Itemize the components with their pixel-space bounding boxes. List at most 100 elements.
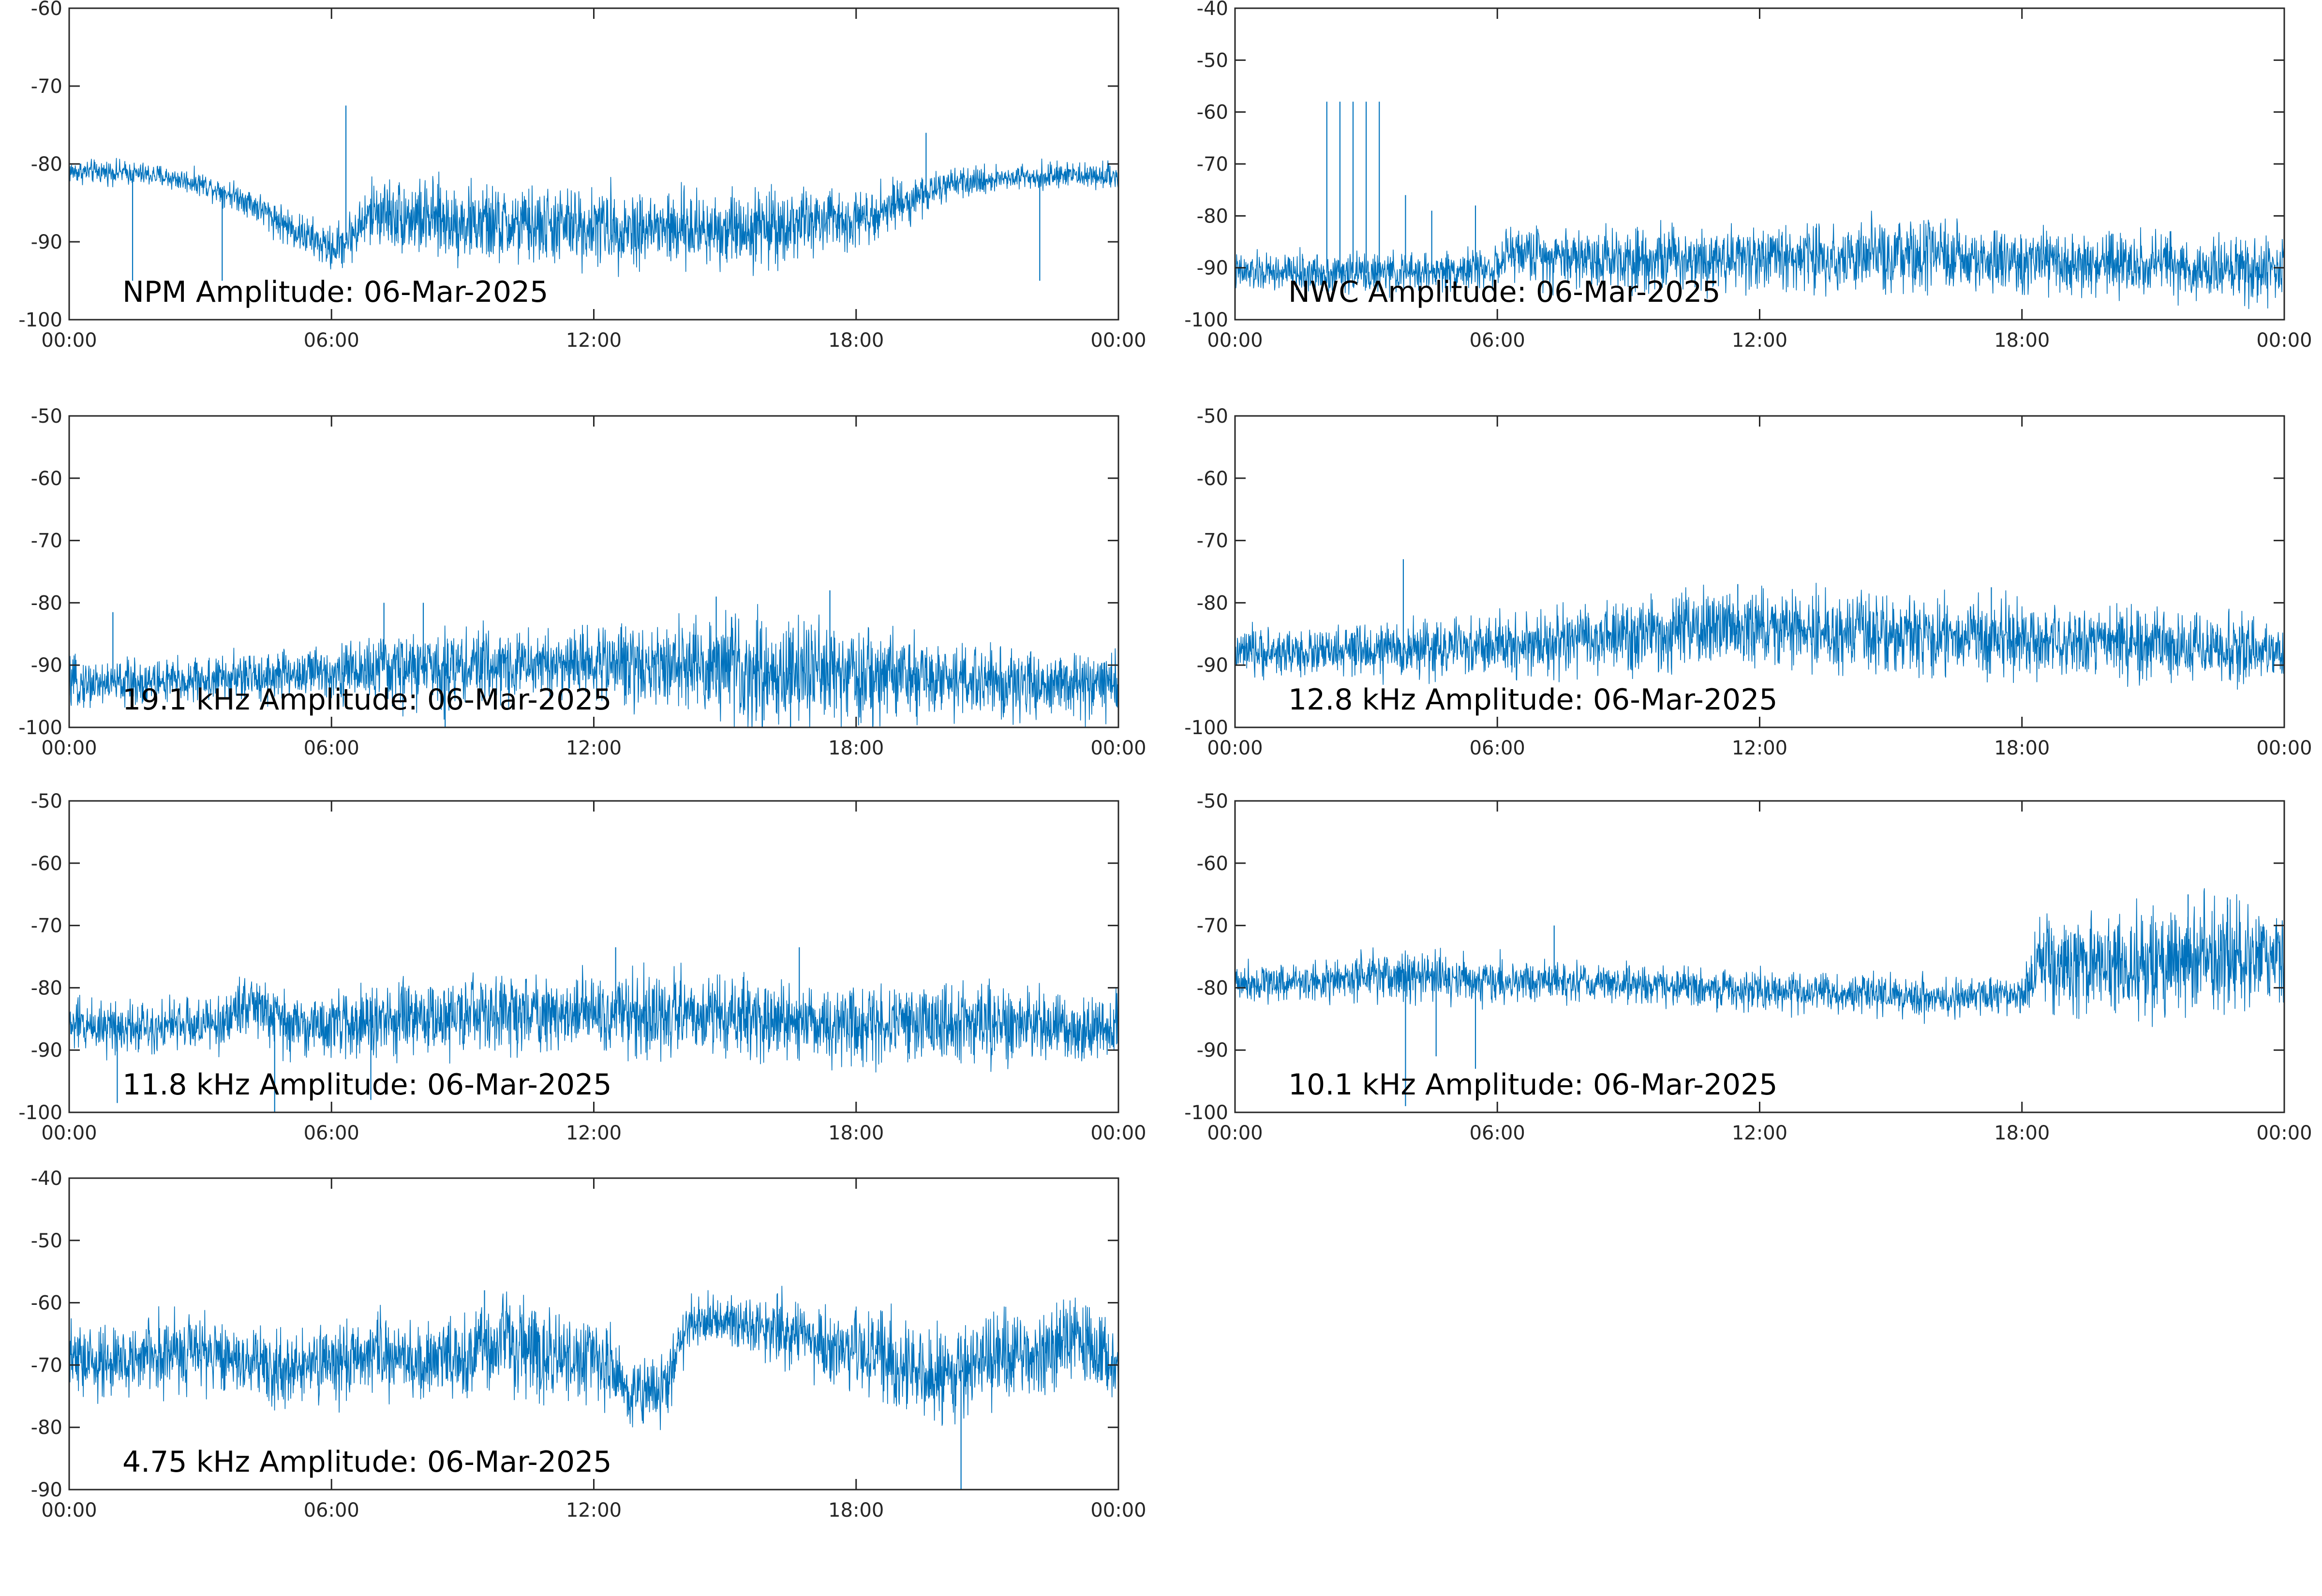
y-tick-label: -60 (31, 1292, 62, 1315)
y-tick-label: -80 (31, 153, 62, 176)
y-tick-label: -80 (31, 592, 62, 614)
trace-group (1235, 888, 2284, 1107)
x-tick-label: 00:00 (1207, 737, 1263, 759)
x-tick-label: 18:00 (828, 1122, 884, 1144)
y-tick-label: -60 (31, 468, 62, 490)
x-tick-label: 00:00 (2256, 737, 2312, 759)
y-tick-label: -70 (1197, 915, 1228, 937)
x-tick-label: 12:00 (566, 737, 622, 759)
y-tick-label: -70 (1197, 530, 1228, 552)
x-tick-label: 12:00 (566, 329, 622, 352)
y-tick-label: -90 (1197, 257, 1228, 280)
y-tick-label: -70 (31, 75, 62, 98)
x-tick-label: 18:00 (828, 737, 884, 759)
x-tick-label: 18:00 (828, 1499, 884, 1522)
trace-group (69, 590, 1118, 727)
y-tick-label: -60 (1197, 468, 1228, 490)
x-tick-label: 00:00 (41, 329, 97, 352)
y-tick-label: -90 (1197, 654, 1228, 677)
x-tick-label: 18:00 (1994, 329, 2050, 352)
x-tick-label: 00:00 (1207, 329, 1263, 352)
plot-frame (1234, 415, 2285, 728)
y-tick-label: -60 (31, 853, 62, 875)
y-tick-label: -50 (1197, 790, 1228, 813)
y-tick-label: -80 (31, 977, 62, 999)
x-tick-label: 12:00 (1732, 737, 1787, 759)
series-line (69, 962, 1118, 1073)
x-tick-label: 00:00 (41, 1122, 97, 1144)
panel-title: 4.75 kHz Amplitude: 06-Mar-2025 (122, 1445, 612, 1479)
panel-title: 10.1 kHz Amplitude: 06-Mar-2025 (1288, 1068, 1778, 1102)
x-tick-label: 06:00 (1470, 737, 1525, 759)
y-tick-label: -80 (31, 1417, 62, 1439)
x-tick-label: 18:00 (828, 329, 884, 352)
series-line (1235, 210, 2284, 309)
x-tick-label: 00:00 (1090, 737, 1146, 759)
y-tick-label: -70 (31, 530, 62, 552)
y-tick-label: -70 (31, 915, 62, 937)
x-tick-label: 06:00 (1470, 329, 1525, 352)
y-tick-label: -100 (18, 309, 62, 331)
series-line (1235, 888, 2284, 1027)
y-tick-label: -50 (1197, 405, 1228, 428)
y-tick-label: -100 (18, 717, 62, 739)
y-tick-label: -70 (1197, 153, 1228, 176)
y-tick-label: -60 (31, 0, 62, 20)
trace-group (1235, 559, 2284, 690)
y-tick-label: -80 (1197, 592, 1228, 614)
y-tick-label: -50 (31, 790, 62, 813)
plot-frame (1234, 800, 2285, 1113)
series-line (69, 604, 1118, 727)
x-tick-label: 06:00 (304, 1122, 359, 1144)
y-tick-label: -80 (1197, 977, 1228, 999)
y-tick-label: -100 (1184, 309, 1228, 331)
x-tick-label: 00:00 (41, 1499, 97, 1522)
x-tick-label: 00:00 (1090, 1122, 1146, 1144)
y-tick-label: -40 (1197, 0, 1228, 20)
y-tick-label: -100 (1184, 717, 1228, 739)
trace-group (69, 1286, 1118, 1490)
y-tick-label: -100 (18, 1102, 62, 1124)
y-tick-label: -50 (31, 1230, 62, 1252)
x-tick-label: 06:00 (304, 329, 359, 352)
x-tick-label: 12:00 (1732, 1122, 1787, 1144)
x-tick-label: 00:00 (2256, 329, 2312, 352)
x-tick-label: 00:00 (1090, 1499, 1146, 1522)
panel-title: NWC Amplitude: 06-Mar-2025 (1288, 275, 1721, 309)
y-tick-label: -90 (31, 654, 62, 677)
panel-title: 19.1 kHz Amplitude: 06-Mar-2025 (122, 683, 612, 717)
y-tick-label: -90 (1197, 1039, 1228, 1062)
panel-title: NPM Amplitude: 06-Mar-2025 (122, 275, 548, 309)
plot-frame (68, 7, 1119, 321)
x-tick-label: 00:00 (41, 737, 97, 759)
y-tick-label: -60 (1197, 102, 1228, 124)
y-tick-label: -90 (31, 231, 62, 253)
trace-group (1235, 102, 2284, 309)
y-tick-label: -70 (31, 1354, 62, 1376)
x-tick-label: 12:00 (566, 1499, 622, 1522)
y-tick-label: -90 (31, 1479, 62, 1501)
y-tick-label: -100 (1184, 1102, 1228, 1124)
x-tick-label: 00:00 (1207, 1122, 1263, 1144)
trace-group (69, 105, 1118, 281)
trace-group (69, 947, 1118, 1112)
x-tick-label: 06:00 (1470, 1122, 1525, 1144)
series-line (1235, 582, 2284, 690)
series-line (69, 1286, 1118, 1431)
x-tick-label: 00:00 (1090, 329, 1146, 352)
x-tick-label: 06:00 (304, 737, 359, 759)
y-tick-label: -50 (1197, 49, 1228, 72)
plot-frame (68, 800, 1119, 1113)
y-tick-label: -90 (31, 1039, 62, 1062)
x-tick-label: 12:00 (566, 1122, 622, 1144)
panel-title: 12.8 kHz Amplitude: 06-Mar-2025 (1288, 683, 1778, 717)
x-tick-label: 18:00 (1994, 737, 2050, 759)
y-tick-label: -80 (1197, 205, 1228, 227)
